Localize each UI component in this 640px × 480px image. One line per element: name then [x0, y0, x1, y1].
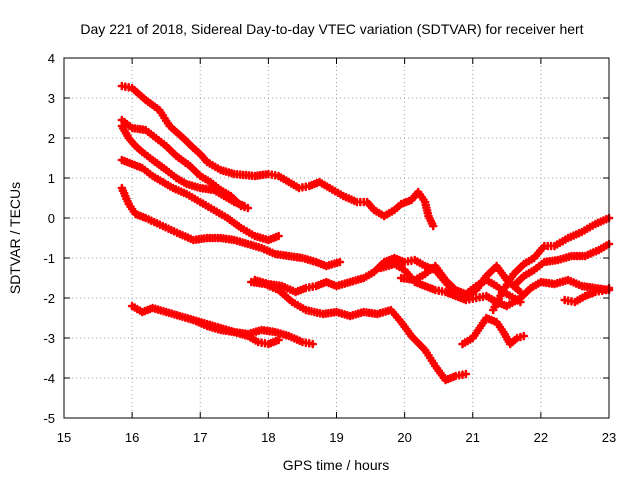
plot-frame [63, 57, 610, 419]
x-tick-label: 21 [466, 430, 480, 445]
x-tick-label: 16 [125, 430, 139, 445]
y-tick-label: 1 [48, 171, 55, 186]
x-tick-label: 23 [602, 430, 616, 445]
y-tick-label: -3 [43, 331, 55, 346]
data-series [117, 81, 614, 385]
series-track-1 [117, 81, 438, 231]
x-tick-label: 19 [329, 430, 343, 445]
series-track-15 [560, 283, 614, 307]
series-track-6 [250, 253, 525, 301]
x-axis-label: GPS time / hours [283, 457, 390, 473]
y-tick-label: 3 [48, 91, 55, 106]
y-axis-ticks: -5 -4 -3 -2 -1 0 1 2 3 4 [43, 51, 609, 426]
y-tick-label: 2 [48, 131, 55, 146]
series-track-12 [458, 313, 529, 349]
series-track-3 [117, 121, 249, 211]
x-axis-ticks: 15 16 17 18 19 20 21 22 23 [57, 58, 616, 445]
y-tick-label: 0 [48, 211, 55, 226]
y-tick-label: -5 [43, 411, 55, 426]
series-track-14 [509, 239, 614, 291]
series-track-5 [117, 183, 345, 271]
y-tick-label: 4 [48, 51, 55, 66]
x-tick-label: 18 [261, 430, 275, 445]
x-tick-label: 15 [57, 430, 71, 445]
y-tick-label: -4 [43, 371, 55, 386]
y-tick-label: -2 [43, 291, 55, 306]
series-track-11 [396, 261, 525, 307]
series-track-13 [488, 213, 614, 315]
grid [64, 58, 609, 418]
x-tick-label: 17 [193, 430, 207, 445]
x-tick-label: 22 [534, 430, 548, 445]
series-track-8 [127, 301, 317, 349]
series-track-9 [189, 315, 283, 349]
chart-title: Day 221 of 2018, Sidereal Day-to-day VTE… [80, 21, 583, 37]
series-track-4 [117, 155, 283, 245]
y-tick-label: -1 [43, 251, 55, 266]
y-axis-label: SDTVAR / TECUs [7, 182, 23, 294]
x-tick-label: 20 [397, 430, 411, 445]
series-track-7 [247, 277, 471, 385]
series-track-10 [376, 259, 614, 311]
